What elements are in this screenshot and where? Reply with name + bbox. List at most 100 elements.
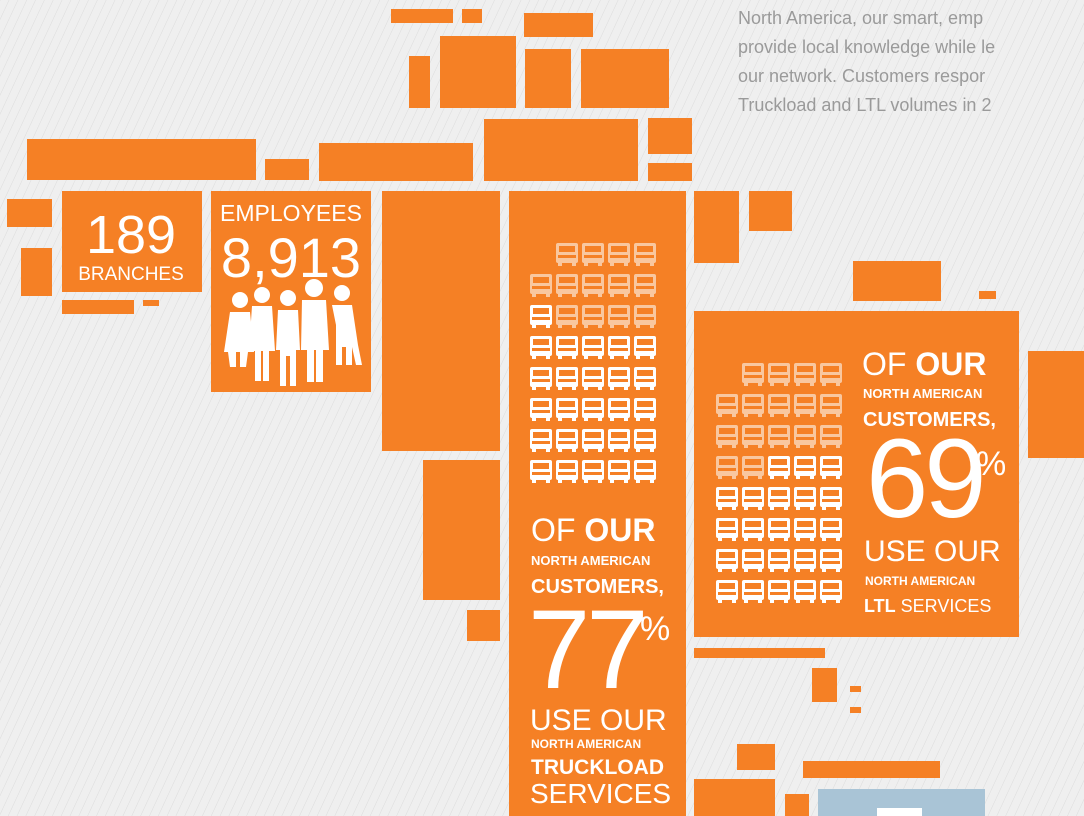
- truck-icon: [608, 243, 630, 266]
- truck-icon: [556, 429, 578, 452]
- truck-icon: [716, 425, 738, 448]
- truck-wheel: [598, 356, 602, 359]
- truck-wheel: [796, 569, 800, 572]
- truck-grille: [610, 441, 628, 444]
- truck-grille: [584, 255, 602, 258]
- truck-icon: [582, 336, 604, 359]
- truck-wheel: [744, 476, 748, 479]
- truck-icon: [820, 363, 842, 386]
- truck-window: [719, 552, 735, 558]
- truck-icon: [608, 336, 630, 359]
- truck-wheel: [650, 263, 654, 266]
- truck-icon: [608, 460, 630, 483]
- truck-grille: [822, 592, 840, 595]
- truck-icon: [634, 274, 656, 297]
- truck-wheel: [650, 325, 654, 328]
- truck-wheel: [810, 476, 814, 479]
- truck-grille: [610, 410, 628, 413]
- truck-icon: [556, 305, 578, 328]
- truck-wheel: [836, 569, 840, 572]
- truck-wheel: [822, 507, 826, 510]
- truck-wheel: [572, 325, 576, 328]
- truck-window: [611, 401, 627, 407]
- truck-icon: [634, 429, 656, 452]
- truckload-block: [509, 191, 686, 816]
- truck-wheel: [822, 414, 826, 417]
- truck-window: [611, 370, 627, 376]
- truck-wheel: [636, 263, 640, 266]
- employees-label: EMPLOYEES: [220, 200, 362, 226]
- truck-window: [745, 428, 761, 434]
- truck-wheel: [598, 449, 602, 452]
- truck-wheel: [822, 600, 826, 603]
- truck-wheel: [732, 569, 736, 572]
- truck-icon: [530, 274, 552, 297]
- truck-wheel: [624, 387, 628, 390]
- truck-grille: [532, 410, 550, 413]
- truck-wheel: [598, 418, 602, 421]
- truck-wheel: [744, 507, 748, 510]
- truck-grille: [822, 468, 840, 471]
- truck-icon: [556, 243, 578, 266]
- truck-grille: [532, 379, 550, 382]
- truck-grille: [770, 592, 788, 595]
- truck-grille: [744, 561, 762, 564]
- truck-grille: [718, 499, 736, 502]
- truck-wheel: [732, 538, 736, 541]
- truck-icon: [794, 518, 816, 541]
- truck-window: [771, 521, 787, 527]
- truck-icon: [530, 429, 552, 452]
- truck-icon: [634, 336, 656, 359]
- truck-grille: [822, 406, 840, 409]
- truck-wheel: [744, 569, 748, 572]
- truck-icon: [634, 460, 656, 483]
- truck-icon: [742, 394, 764, 417]
- truck-grille: [558, 379, 576, 382]
- truck-wheel: [584, 480, 588, 483]
- truck-icon: [582, 429, 604, 452]
- truck-wheel: [796, 507, 800, 510]
- truck-grille: [822, 530, 840, 533]
- truck-window: [533, 277, 549, 283]
- truck-wheel: [758, 476, 762, 479]
- truck-icon: [794, 456, 816, 479]
- truck-window: [745, 521, 761, 527]
- truck-icon: [716, 518, 738, 541]
- truck-window: [823, 521, 839, 527]
- truck-wheel: [558, 325, 562, 328]
- truck-grille: [744, 499, 762, 502]
- truck-wheel: [584, 325, 588, 328]
- truck-grille: [744, 468, 762, 471]
- truck-wheel: [836, 445, 840, 448]
- truck-icon: [768, 456, 790, 479]
- truck-window: [823, 459, 839, 465]
- truck-grille: [822, 437, 840, 440]
- truck-grille: [584, 472, 602, 475]
- truck-window: [823, 428, 839, 434]
- truck-wheel: [532, 356, 536, 359]
- truck-grille: [610, 317, 628, 320]
- truck-wheel: [822, 476, 826, 479]
- truck-icon: [794, 363, 816, 386]
- truck-icon: [794, 549, 816, 572]
- truck-window: [585, 401, 601, 407]
- truck-wheel: [624, 325, 628, 328]
- truck-wheel: [770, 507, 774, 510]
- truck-wheel: [718, 445, 722, 448]
- truck-wheel: [598, 294, 602, 297]
- truck-wheel: [770, 600, 774, 603]
- truck-icon: [556, 336, 578, 359]
- truck-window: [719, 397, 735, 403]
- truck-window: [745, 583, 761, 589]
- truck-window: [637, 277, 653, 283]
- truck-icon: [582, 367, 604, 390]
- truck-wheel: [572, 263, 576, 266]
- truck-window: [771, 366, 787, 372]
- truck-grille: [796, 592, 814, 595]
- intro-line: Truckload and LTL volumes in 2: [738, 95, 991, 115]
- truck-icon: [768, 580, 790, 603]
- truck-icon: [768, 363, 790, 386]
- service: LTL: [864, 596, 896, 616]
